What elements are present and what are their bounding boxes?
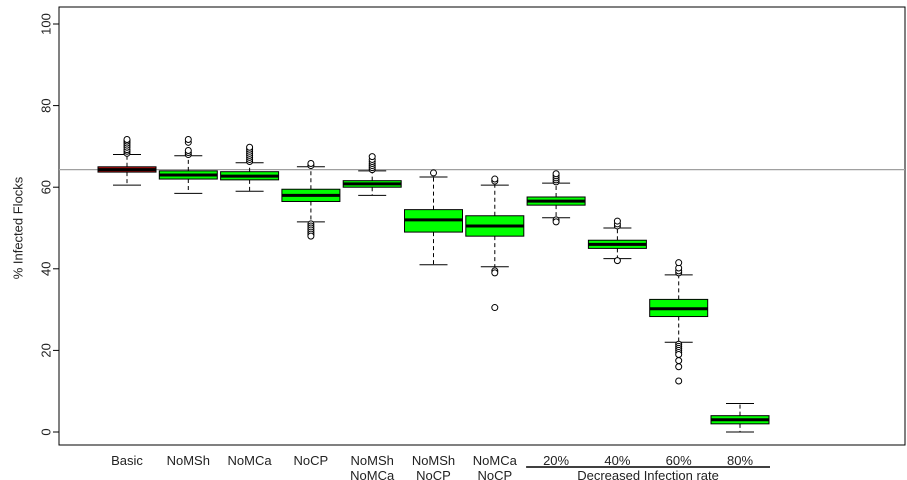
- box-10: [710, 402, 770, 433]
- x-tick-label: NoMCa: [228, 453, 273, 468]
- y-tick-label: 60: [38, 180, 53, 194]
- box-1: [158, 135, 218, 194]
- box-8: [587, 217, 647, 265]
- box-5: [404, 169, 463, 266]
- x-tick-label: 60%: [666, 453, 692, 468]
- x-tick-label: NoCP: [416, 468, 451, 480]
- outlier-point: [307, 160, 315, 168]
- y-tick-label: 40: [38, 262, 53, 276]
- x-tick-label: 40%: [604, 453, 630, 468]
- box-3: [281, 160, 341, 240]
- outlier-point: [368, 153, 376, 161]
- outlier-point: [613, 217, 621, 225]
- box-4: [342, 153, 402, 196]
- y-tick-label: 100: [38, 13, 53, 35]
- outlier-point: [675, 377, 683, 385]
- y-tick-label: 80: [38, 98, 53, 112]
- plot-frame: [58, 6, 906, 446]
- outlier-point: [184, 135, 192, 143]
- outlier-point: [675, 259, 683, 267]
- y-axis-title: % Infected Flocks: [10, 176, 25, 279]
- outlier-point: [491, 175, 499, 183]
- box-7: [526, 170, 586, 226]
- outlier-point: [430, 169, 437, 177]
- x-tick-label: NoMCa: [473, 453, 518, 468]
- outlier-point: [675, 357, 683, 365]
- x-tick-label: NoMSh: [351, 453, 394, 468]
- outlier-point: [246, 143, 254, 151]
- outlier-point: [123, 135, 131, 143]
- box-0: [97, 135, 157, 186]
- box-6: [465, 175, 525, 312]
- outlier-point: [307, 232, 315, 240]
- box-2: [220, 143, 280, 192]
- outlier-point: [675, 363, 683, 371]
- x-tick-label: 20%: [543, 453, 569, 468]
- x-tick-label: NoCP: [294, 453, 329, 468]
- outlier-point: [675, 350, 683, 358]
- outlier-point: [491, 269, 499, 277]
- group-label: Decreased Infection rate: [577, 468, 719, 480]
- outlier-point: [184, 146, 192, 154]
- x-tick-label: NoMSh: [412, 453, 455, 468]
- x-tick-label: Basic: [111, 453, 143, 468]
- outlier-point: [613, 257, 621, 265]
- x-tick-label: NoCP: [477, 468, 512, 480]
- outlier-point: [552, 218, 560, 226]
- y-tick-label: 0: [38, 428, 53, 435]
- outlier-point: [491, 304, 499, 312]
- box-9: [649, 259, 709, 385]
- x-tick-label: NoMSh: [167, 453, 210, 468]
- outlier-point: [552, 170, 560, 178]
- x-tick-label: NoMCa: [350, 468, 395, 480]
- x-tick-label: 80%: [727, 453, 753, 468]
- y-tick-label: 20: [38, 343, 53, 357]
